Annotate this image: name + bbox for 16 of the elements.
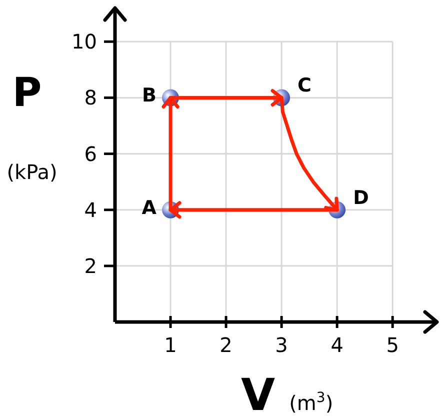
- y-tick-label: 10: [72, 30, 97, 54]
- x-tick-label: 5: [386, 333, 399, 357]
- y-tick-label: 4: [84, 198, 97, 222]
- x-tick-label: 4: [330, 333, 344, 357]
- annotation: B: [142, 84, 157, 107]
- x-axis-title: V (m$^{3}$): [241, 370, 334, 420]
- annotation: D: [353, 186, 369, 209]
- y-axis-title: P (kPa): [6, 70, 58, 184]
- annotation: A: [142, 196, 157, 219]
- y-tick-label: 8: [84, 86, 97, 110]
- x-tick-label: 3: [275, 333, 288, 357]
- annotation: C: [298, 74, 312, 97]
- y-tick-label: 6: [84, 142, 97, 166]
- y-tick-label: 2: [84, 254, 97, 278]
- x-tick-label: 2: [220, 333, 232, 357]
- x-tick-label: 1: [164, 333, 177, 357]
